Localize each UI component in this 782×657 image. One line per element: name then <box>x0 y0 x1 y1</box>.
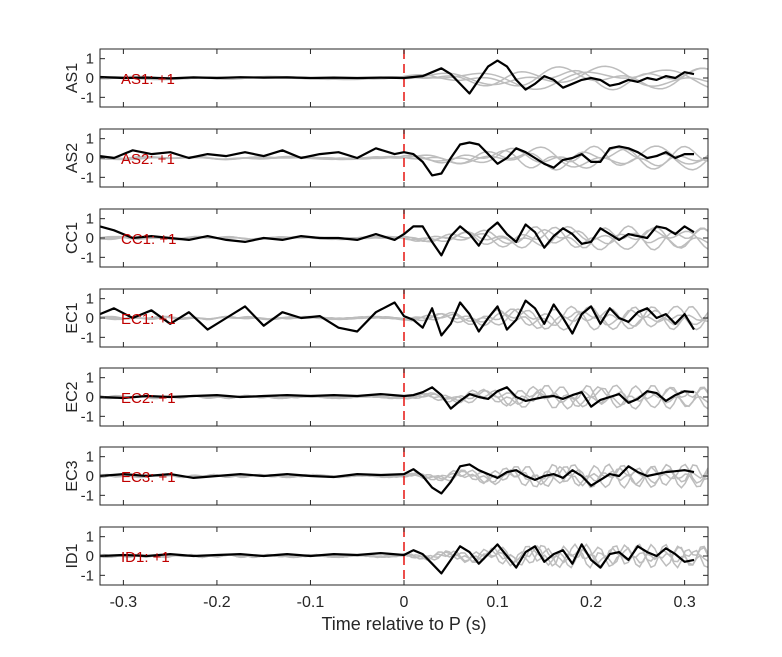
y-tick-label: 0 <box>86 389 94 406</box>
reference-trace <box>99 145 709 169</box>
polarity-annotation: AS2: +1 <box>121 151 175 168</box>
x-tick-label: 0.1 <box>486 594 508 611</box>
y-axis-label: ID1 <box>64 543 81 568</box>
waveform-trace <box>99 141 694 177</box>
polarity-annotation: EC1: +1 <box>121 311 176 328</box>
y-tick-label: -1 <box>81 89 94 106</box>
y-tick-label: 1 <box>86 529 94 546</box>
y-axis-label: AS1 <box>64 63 81 93</box>
y-tick-label: -1 <box>81 329 94 346</box>
y-tick-label: 0 <box>86 70 94 87</box>
y-tick-label: -1 <box>81 408 94 425</box>
x-tick-label: -0.1 <box>297 594 325 611</box>
y-tick-label: 0 <box>86 468 94 485</box>
x-tick-label: 0 <box>400 594 409 611</box>
polarity-annotation: ID1: +1 <box>121 549 170 566</box>
y-tick-label: 1 <box>86 51 94 68</box>
polarity-annotation: EC3: +1 <box>121 469 176 486</box>
y-axis-label: EC3 <box>64 460 81 491</box>
y-axis-label: AS2 <box>64 143 81 173</box>
y-tick-label: 1 <box>86 370 94 387</box>
y-axis-label: EC1 <box>64 302 81 333</box>
polarity-annotation: AS1: +1 <box>121 71 175 88</box>
polarity-annotation: CC1: +1 <box>121 231 176 248</box>
y-tick-label: 0 <box>86 548 94 565</box>
y-tick-label: -1 <box>81 567 94 584</box>
x-tick-label: -0.3 <box>110 594 138 611</box>
y-axis-label: CC1 <box>64 222 81 254</box>
y-tick-label: 0 <box>86 150 94 167</box>
y-tick-label: -1 <box>81 487 94 504</box>
y-tick-label: -1 <box>81 249 94 266</box>
waveform-trace <box>99 221 695 257</box>
y-tick-label: 1 <box>86 131 94 148</box>
waveform-trace <box>99 386 695 410</box>
y-axis-label: EC2 <box>64 381 81 412</box>
waveform-trace <box>99 543 695 575</box>
y-tick-label: 1 <box>86 291 94 308</box>
y-tick-label: 0 <box>86 230 94 247</box>
waveform-trace <box>99 59 695 95</box>
y-tick-label: 1 <box>86 449 94 466</box>
y-tick-label: 0 <box>86 310 94 327</box>
x-tick-label: 0.3 <box>673 594 695 611</box>
waveform-trace <box>99 463 695 495</box>
waveform-trace <box>99 299 695 337</box>
x-tick-label: 0.2 <box>580 594 602 611</box>
y-tick-label: -1 <box>81 169 94 186</box>
polarity-annotation: EC2: +1 <box>121 390 176 407</box>
x-axis-label: Time relative to P (s) <box>321 614 486 634</box>
x-tick-label: -0.2 <box>203 594 231 611</box>
y-tick-label: 1 <box>86 211 94 228</box>
